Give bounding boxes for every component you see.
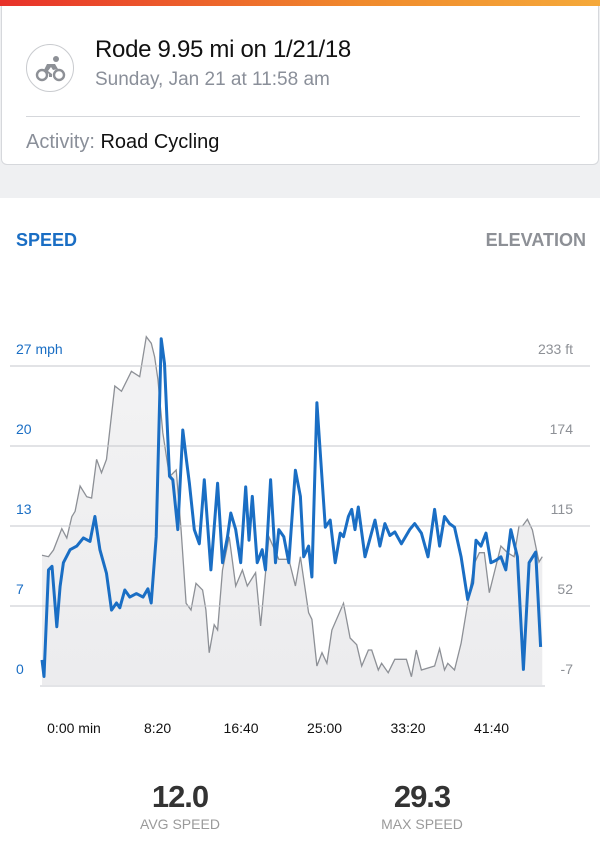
x-tick-label: 8:20: [143, 720, 172, 736]
max-speed-label: MAX SPEED: [381, 816, 463, 832]
elevation-area: [42, 336, 543, 686]
divider: [26, 116, 580, 117]
avg-speed-value: 12.0: [151, 779, 209, 814]
speed-tick-label: 7: [16, 581, 24, 597]
activity-type-label: Activity:: [26, 131, 95, 153]
activity-type-value: Road Cycling: [100, 131, 220, 153]
x-tick-label: 16:40: [223, 720, 259, 736]
x-tick-label: 33:20: [390, 720, 426, 736]
max-speed-stat: 29.3 MAX SPEED: [342, 779, 502, 833]
activity-datetime: Sunday, Jan 21 at 11:58 am: [95, 69, 330, 90]
speed-tick-label: 20: [16, 421, 32, 437]
avg-speed-label: AVG SPEED: [140, 816, 220, 832]
speed-tick-label: 0: [16, 661, 24, 677]
speed-tick-label: 27 mph: [16, 341, 63, 357]
cycling-icon: [26, 44, 74, 92]
accent-bar: [0, 0, 600, 6]
elevation-tick-label: 233 ft: [538, 341, 573, 357]
activity-summary-card[interactable]: Rode 9.95 mi on 1/21/18 Sunday, Jan 21 a…: [1, 6, 599, 165]
x-tick-label: 25:00: [307, 720, 343, 736]
tab-elevation[interactable]: ELEVATION: [485, 230, 586, 250]
avg-speed-stat: 12.0 AVG SPEED: [100, 779, 260, 833]
speed-line: [40, 337, 543, 678]
speed-elevation-chart[interactable]: 0 -7 7 52 13 115 20 174 27 mph 233 ft: [0, 330, 600, 700]
x-tick-label: 0:00 min: [47, 720, 101, 736]
tab-speed[interactable]: SPEED: [16, 230, 78, 250]
elevation-tick-label: 52: [557, 581, 573, 597]
elevation-tick-label: 115: [551, 501, 574, 517]
speed-tick-label: 13: [16, 501, 32, 517]
activity-title: Rode 9.95 mi on 1/21/18: [95, 36, 351, 63]
max-speed-value: 29.3: [393, 779, 451, 814]
x-tick-label: 41:40: [474, 720, 510, 736]
activity-type: Activity: Road Cycling: [26, 131, 219, 154]
elevation-tick-label: 174: [550, 421, 574, 437]
elevation-tick-label: -7: [561, 661, 574, 677]
